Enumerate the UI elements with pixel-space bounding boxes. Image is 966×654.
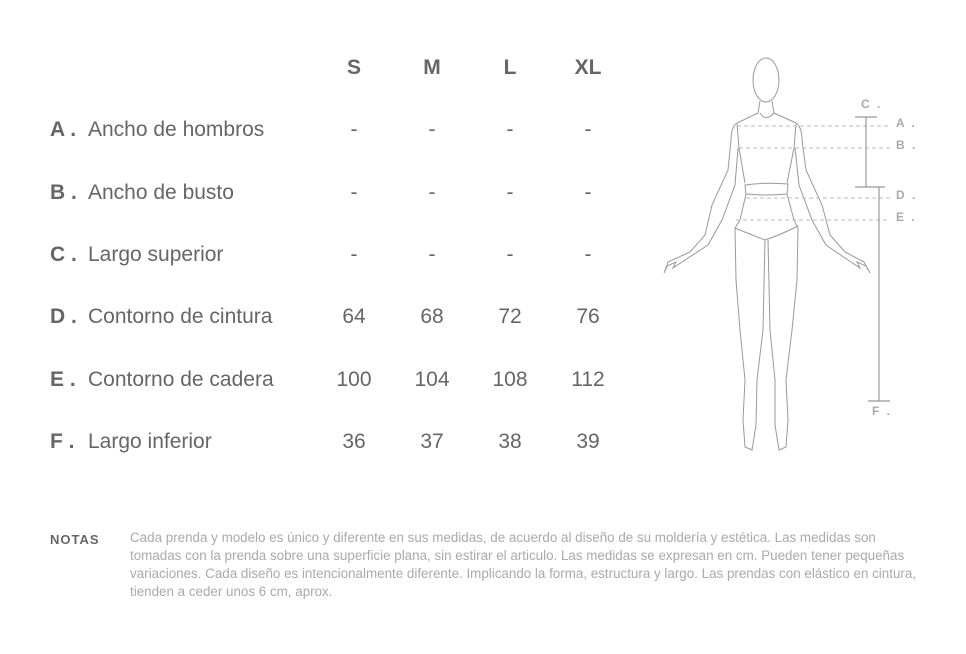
table-cell: 64 bbox=[342, 305, 366, 328]
table-cell: - bbox=[428, 118, 436, 141]
row-letter: E . bbox=[50, 368, 76, 391]
row-label: Contorno de cintura bbox=[88, 305, 273, 328]
table-cell: 37 bbox=[420, 430, 444, 453]
measure-bars bbox=[855, 116, 890, 402]
measure-guides bbox=[736, 125, 890, 221]
label-a: A . bbox=[896, 116, 917, 130]
row-label: Largo superior bbox=[88, 243, 224, 266]
table-cell: - bbox=[506, 243, 514, 266]
size-header-l: L bbox=[503, 56, 517, 79]
label-c: C . bbox=[861, 97, 882, 111]
row-letter: F . bbox=[50, 430, 75, 453]
table-cell: 104 bbox=[414, 368, 450, 391]
table-cell: - bbox=[350, 118, 358, 141]
table-cell: - bbox=[428, 181, 436, 204]
row-letter: A . bbox=[50, 118, 77, 141]
table-cell: 108 bbox=[492, 368, 528, 391]
row-label: Ancho de busto bbox=[88, 181, 234, 204]
size-header-m: M bbox=[423, 56, 441, 79]
row-letter: D . bbox=[50, 305, 77, 328]
table-cell: 72 bbox=[498, 305, 522, 328]
table-cell: 36 bbox=[342, 430, 366, 453]
notes-text: Cada prenda y modelo es único y diferent… bbox=[130, 530, 917, 599]
mannequin-outline bbox=[663, 57, 871, 451]
row-letter: C . bbox=[50, 243, 77, 266]
size-header-xl: XL bbox=[574, 56, 602, 79]
table-cell: 76 bbox=[576, 305, 600, 328]
table-cell: 39 bbox=[576, 430, 600, 453]
table-cell: 112 bbox=[571, 368, 605, 391]
row-label: Ancho de hombros bbox=[88, 118, 265, 141]
table-cell: - bbox=[350, 181, 358, 204]
table-cell: - bbox=[584, 181, 592, 204]
table-cell: - bbox=[506, 181, 514, 204]
notes-label: NOTAS bbox=[50, 532, 100, 547]
size-header-s: S bbox=[346, 56, 362, 79]
label-f: F . bbox=[872, 404, 892, 418]
table-cell: - bbox=[506, 118, 514, 141]
table-cell: 68 bbox=[420, 305, 444, 328]
table-cell: - bbox=[584, 243, 592, 266]
table-cell: - bbox=[350, 243, 358, 266]
table-cell: - bbox=[428, 243, 436, 266]
table-cell: 100 bbox=[336, 368, 372, 391]
table-cell: 38 bbox=[498, 430, 522, 453]
row-letter: B . bbox=[50, 181, 77, 204]
label-e: E . bbox=[896, 210, 917, 224]
label-d: D . bbox=[896, 188, 917, 202]
table-cell: - bbox=[584, 118, 592, 141]
row-label: Contorno de cadera bbox=[88, 368, 274, 391]
label-b: B . bbox=[896, 138, 917, 152]
row-label: Largo inferior bbox=[88, 430, 212, 453]
